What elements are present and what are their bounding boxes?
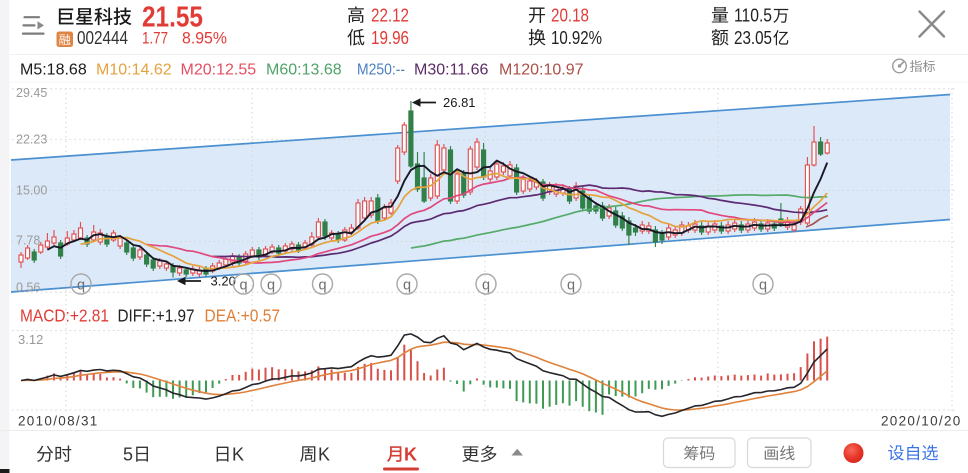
svg-text:q: q (403, 277, 411, 293)
svg-text:110.5: 110.5 (734, 6, 772, 26)
svg-text:21.55: 21.55 (142, 2, 203, 34)
svg-text:002444: 002444 (77, 28, 128, 48)
svg-text:5: 5 (123, 445, 133, 465)
svg-text:q: q (240, 277, 248, 293)
svg-text:1.77: 1.77 (142, 29, 168, 48)
svg-text:K: K (318, 445, 330, 465)
svg-text:2010/08/31: 2010/08/31 (18, 414, 99, 429)
svg-text:q: q (319, 277, 327, 293)
svg-text:K: K (404, 445, 417, 465)
svg-text:q: q (567, 277, 575, 293)
svg-text:22.23: 22.23 (16, 133, 47, 147)
svg-text:8.95%: 8.95% (182, 29, 227, 48)
svg-text:M20:12.55: M20:12.55 (181, 62, 257, 79)
svg-text:MACD:+2.81: MACD:+2.81 (20, 306, 109, 326)
svg-text:19.96: 19.96 (371, 28, 409, 48)
svg-text:q: q (759, 277, 767, 293)
svg-text:M60:13.68: M60:13.68 (266, 62, 342, 79)
svg-text:2020/10/20: 2020/10/20 (881, 414, 962, 429)
svg-text:0.56: 0.56 (16, 281, 40, 295)
svg-text:q: q (267, 277, 275, 293)
svg-text:22.12: 22.12 (371, 6, 409, 26)
svg-text:23.05: 23.05 (734, 28, 772, 48)
svg-text:7.78: 7.78 (16, 234, 40, 248)
svg-text:K: K (232, 445, 244, 465)
svg-text:M5:18.68: M5:18.68 (20, 62, 87, 79)
svg-text:3.12: 3.12 (18, 332, 43, 347)
svg-text:M30:11.66: M30:11.66 (414, 62, 489, 79)
svg-text:15.00: 15.00 (16, 184, 47, 198)
svg-text:29.45: 29.45 (16, 86, 47, 100)
svg-text:M10:14.62: M10:14.62 (96, 62, 172, 79)
svg-text:q: q (482, 277, 490, 293)
svg-text:26.81: 26.81 (443, 95, 476, 110)
svg-text:q: q (77, 277, 85, 293)
svg-text:M120:10.97: M120:10.97 (499, 62, 584, 79)
svg-text:M250:--: M250:-- (357, 62, 405, 79)
svg-text:3.20: 3.20 (211, 274, 236, 289)
svg-text:DEA:+0.57: DEA:+0.57 (205, 306, 281, 326)
svg-text:10.92%: 10.92% (551, 28, 602, 48)
svg-text:20.18: 20.18 (551, 6, 589, 26)
svg-text:DIFF:+1.97: DIFF:+1.97 (118, 306, 195, 326)
